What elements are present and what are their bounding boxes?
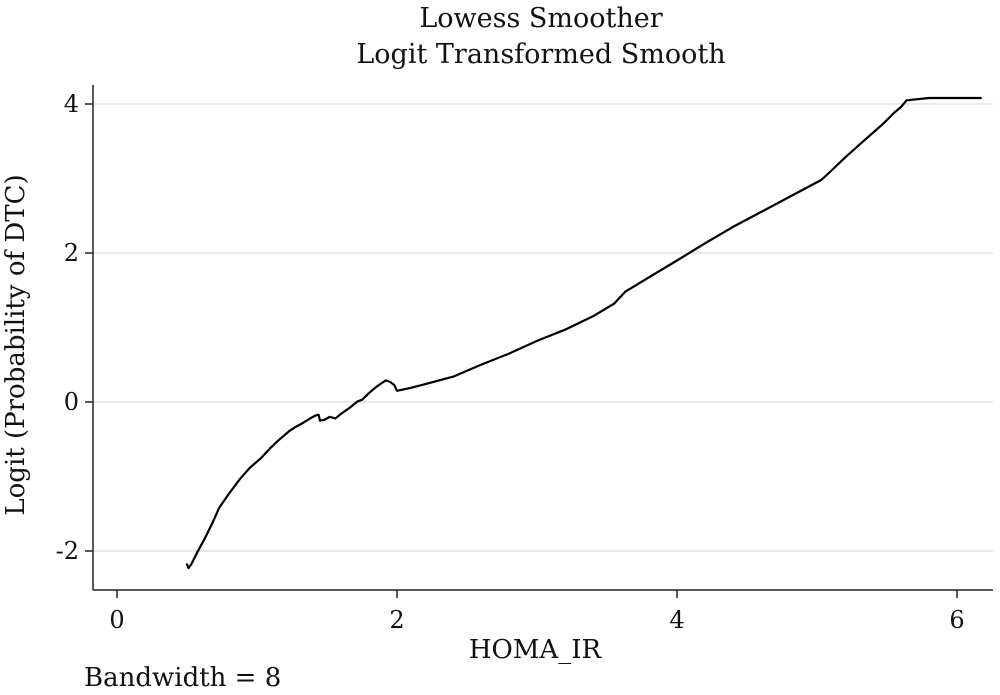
x-tick-label-3: 6 [949,606,964,634]
bandwidth-note: Bandwidth = 8 [84,663,281,693]
ticks: -2 0 2 4 0 2 4 6 [56,90,965,634]
y-axis-label: Logit (Probability of DTC) [1,174,31,515]
plot-area [185,96,982,570]
x-tick-label-0: 0 [109,606,124,634]
chart-title: Lowess Smoother [419,3,662,34]
y-tick-label-1: 0 [64,388,79,416]
x-tick-label-1: 2 [389,606,404,634]
lowess-line-0 [185,96,982,570]
chart-subtitle: Logit Transformed Smooth [356,39,725,70]
gridlines [94,103,993,552]
y-tick-label-3: 4 [64,90,79,118]
y-tick-label-0: -2 [56,537,79,565]
x-tick-label-2: 4 [669,606,684,634]
axes [92,85,993,591]
x-axis-label: HOMA_IR [469,635,603,665]
y-tick-label-2: 2 [64,239,79,267]
